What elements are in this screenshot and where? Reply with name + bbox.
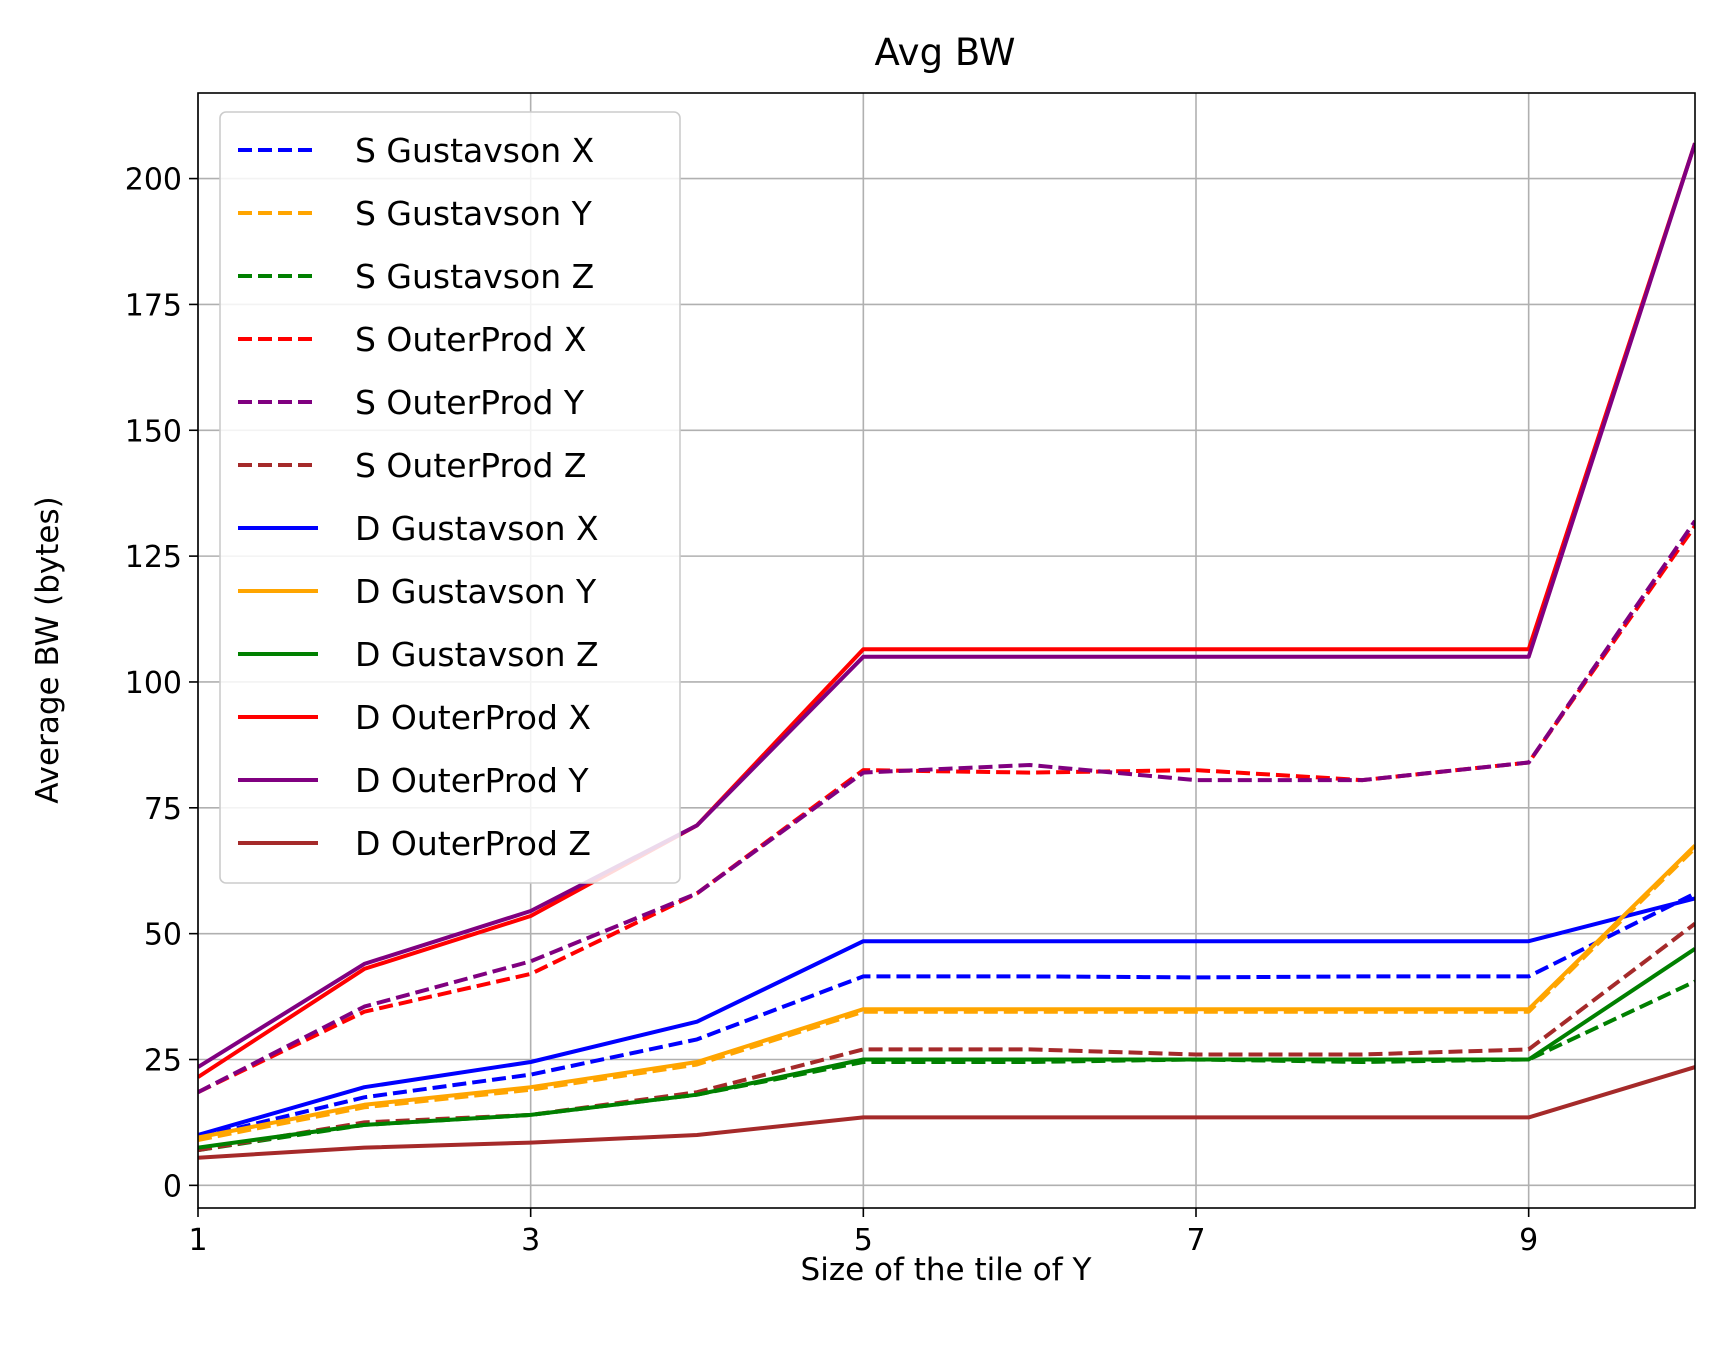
legend-label: D Gustavson Y [355,572,597,611]
series-line-d-gustavson-x [198,896,1695,1137]
series-line-d-outerprod-z [198,1065,1695,1160]
x-axis-label: Size of the tile of Y [801,1252,1092,1288]
legend: S Gustavson X S Gustavson Y S Gustavson Z S… [219,111,681,884]
legend-label: S Gustavson Z [355,257,594,296]
axis-ticks: 1 3 5 7 9 0 25 50 75 100 125 150 175 200 [125,163,1538,1258]
series-line-d-outerprod-y [198,142,1695,1069]
y-axis-label: Average BW (bytes) [30,496,66,803]
legend-label: S Gustavson Y [355,194,593,233]
x-tick-label: 1 [188,1223,207,1258]
y-tick-label: 125 [125,540,182,575]
y-tick-label: 200 [125,163,182,198]
y-tick-label: 25 [144,1044,182,1079]
series-line-s-outerprod-y [198,519,1695,1094]
y-tick-label: 175 [125,288,182,323]
series-line-d-gustavson-y [198,844,1695,1140]
series-line-d-gustavson-z [198,947,1695,1150]
legend-label: S OuterProd Y [355,383,585,422]
x-tick-label: 9 [1519,1223,1538,1258]
series-line-s-gustavson-y [198,846,1695,1142]
legend-label: S OuterProd Z [355,446,587,485]
x-tick-label: 7 [1186,1223,1205,1258]
plot-frame [197,92,1696,1209]
legend-label: S OuterProd X [355,320,587,359]
y-tick-label: 50 [144,918,182,953]
x-tick-label: 5 [854,1223,873,1258]
legend-label: D OuterProd Y [355,761,589,800]
legend-label: D OuterProd Z [355,824,591,863]
series-line-s-gustavson-x [198,891,1695,1140]
legend-label: D OuterProd X [355,698,591,737]
series-line-d-outerprod-x [198,142,1695,1079]
legend-label: D Gustavson Z [355,635,599,674]
legend-label: S Gustavson X [355,131,594,170]
y-tick-label: 75 [144,792,182,827]
legend-box [219,111,681,884]
series-lines [198,142,1695,1160]
chart-title: Avg BW [875,31,1016,74]
y-tick-label: 0 [163,1169,182,1204]
legend-label: D Gustavson X [355,509,599,548]
x-tick-label: 3 [521,1223,540,1258]
y-tick-label: 100 [125,666,182,701]
y-tick-label: 150 [125,414,182,449]
